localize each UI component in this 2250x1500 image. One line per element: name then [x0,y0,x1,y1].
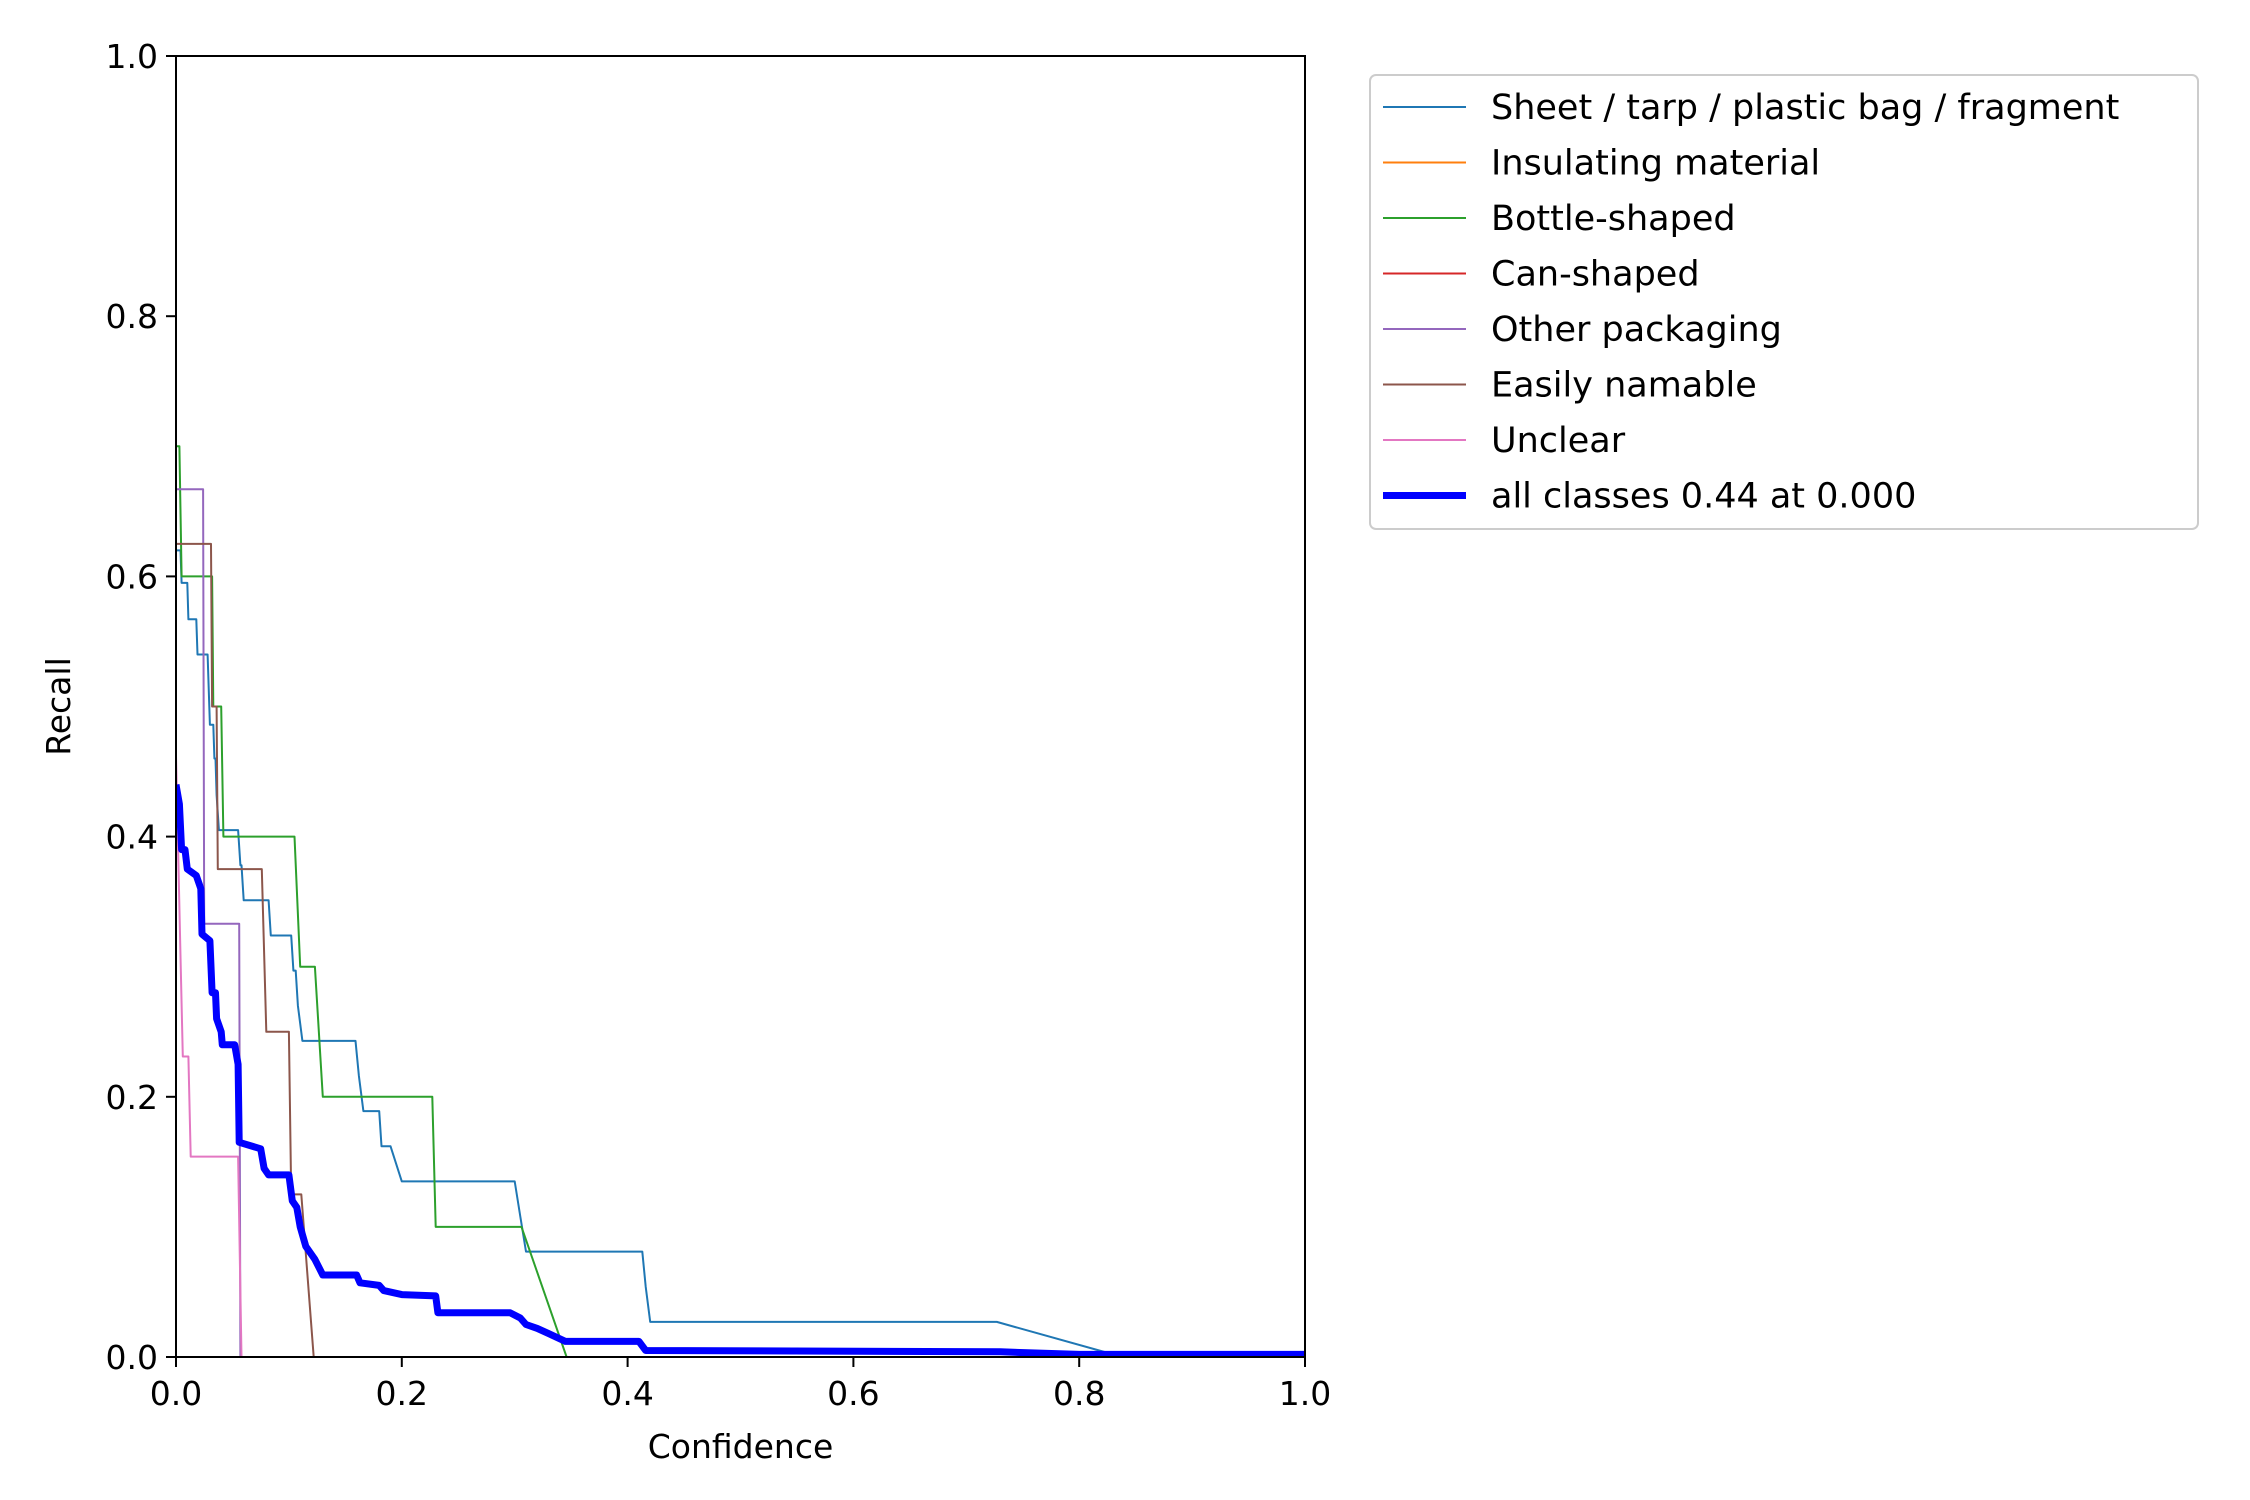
y-axis-ticks: 0.0 0.2 0.4 0.6 0.8 1.0 [106,37,176,1377]
legend-item-can-shaped: Can-shaped [1383,255,1700,295]
series-line-sheet-tarp-plastic-bag-fragment [176,549,1305,1357]
legend-label: Easily namable [1491,366,1757,406]
legend-item-all-classes-0-44-at-0-000: all classes 0.44 at 0.000 [1383,477,1916,517]
legend-item-bottle-shaped: Bottle-shaped [1383,199,1736,239]
legend-label: Sheet / tarp / plastic bag / fragment [1491,88,2119,128]
legend-label: all classes 0.44 at 0.000 [1491,477,1916,517]
legend-label: Bottle-shaped [1491,199,1736,239]
y-tick-label: 0.6 [106,557,158,596]
legend-item-other-packaging: Other packaging [1383,310,1782,350]
y-tick-label: 0.4 [106,818,158,857]
series-line-all-classes-0-44-at-0-000 [176,783,1305,1357]
series-line-easily-namable [176,542,1305,1357]
legend: Sheet / tarp / plastic bag / fragment Ins… [1369,74,2199,530]
series-lines [176,445,1305,1357]
plot-frame [175,55,1306,1358]
series-line-other-packaging [176,488,1305,1357]
legend-box [1369,74,2199,530]
x-axis-ticks: 0.0 0.2 0.4 0.6 0.8 1.0 [150,1357,1331,1413]
x-tick-label: 0.8 [1053,1374,1105,1413]
x-tick-label: 0.6 [827,1374,879,1413]
legend-item-sheet-tarp-plastic-bag-fragment: Sheet / tarp / plastic bag / fragment [1383,88,2119,128]
y-tick-label: 0.2 [106,1078,158,1117]
legend-item-unclear: Unclear [1383,421,1626,461]
legend-label: Other packaging [1491,310,1782,350]
y-tick-label: 0.8 [106,297,158,336]
legend-item-insulating-material: Insulating material [1383,144,1820,184]
legend-label: Can-shaped [1491,255,1700,295]
x-tick-label: 0.2 [376,1374,428,1413]
legend-label: Unclear [1491,421,1626,461]
y-tick-label: 0.0 [106,1338,158,1377]
x-tick-label: 0.4 [601,1374,653,1413]
series-line-bottle-shaped [176,445,1305,1357]
y-tick-label: 1.0 [106,37,158,76]
x-tick-label: 1.0 [1279,1374,1331,1413]
y-axis-label: Recall [39,657,78,755]
x-axis-label: Confidence [648,1427,834,1466]
series-line-unclear [176,755,1305,1357]
legend-item-easily-namable: Easily namable [1383,366,1757,406]
x-tick-label: 0.0 [150,1374,202,1413]
legend-label: Insulating material [1491,144,1820,184]
